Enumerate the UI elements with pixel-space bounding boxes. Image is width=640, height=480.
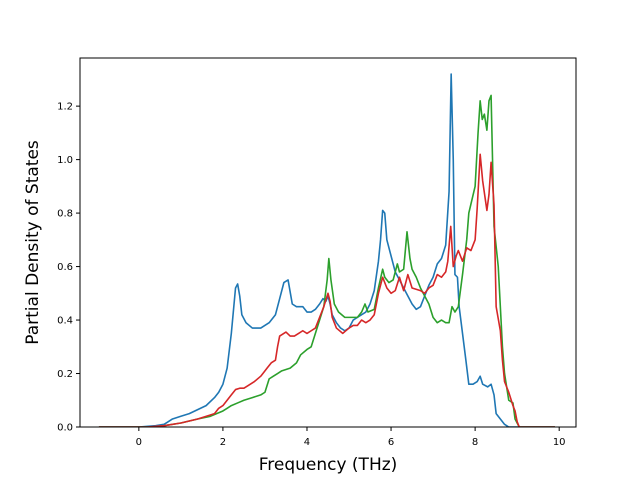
y-tick-label: 0.8 bbox=[57, 209, 73, 220]
axes-frame bbox=[79, 57, 577, 428]
y-tick-label: 0.4 bbox=[57, 316, 73, 327]
x-tick-label: 6 bbox=[388, 437, 394, 448]
y-tick-label: 1.0 bbox=[57, 155, 73, 166]
plot-area bbox=[98, 73, 555, 427]
series-line-3 bbox=[98, 153, 555, 427]
x-ticks: 0 2 4 6 8 10 bbox=[136, 427, 566, 448]
x-axis-label: Frequency (THz) bbox=[259, 455, 398, 475]
y-ticks: 0.0 0.2 0.4 0.6 0.8 1.0 1.2 bbox=[57, 102, 80, 434]
x-tick-label: 10 bbox=[553, 437, 566, 448]
y-tick-label: 1.2 bbox=[57, 102, 73, 113]
x-tick-label: 0 bbox=[136, 437, 142, 448]
y-tick-label: 0.0 bbox=[57, 423, 73, 434]
y-tick-label: 0.2 bbox=[57, 369, 73, 380]
x-tick-label: 8 bbox=[472, 437, 478, 448]
y-tick-label: 0.6 bbox=[57, 262, 73, 273]
x-tick-label: 2 bbox=[220, 437, 226, 448]
y-axis-label: Partial Density of States bbox=[23, 140, 43, 345]
series-line-2 bbox=[98, 94, 555, 427]
x-tick-label: 4 bbox=[304, 437, 310, 448]
